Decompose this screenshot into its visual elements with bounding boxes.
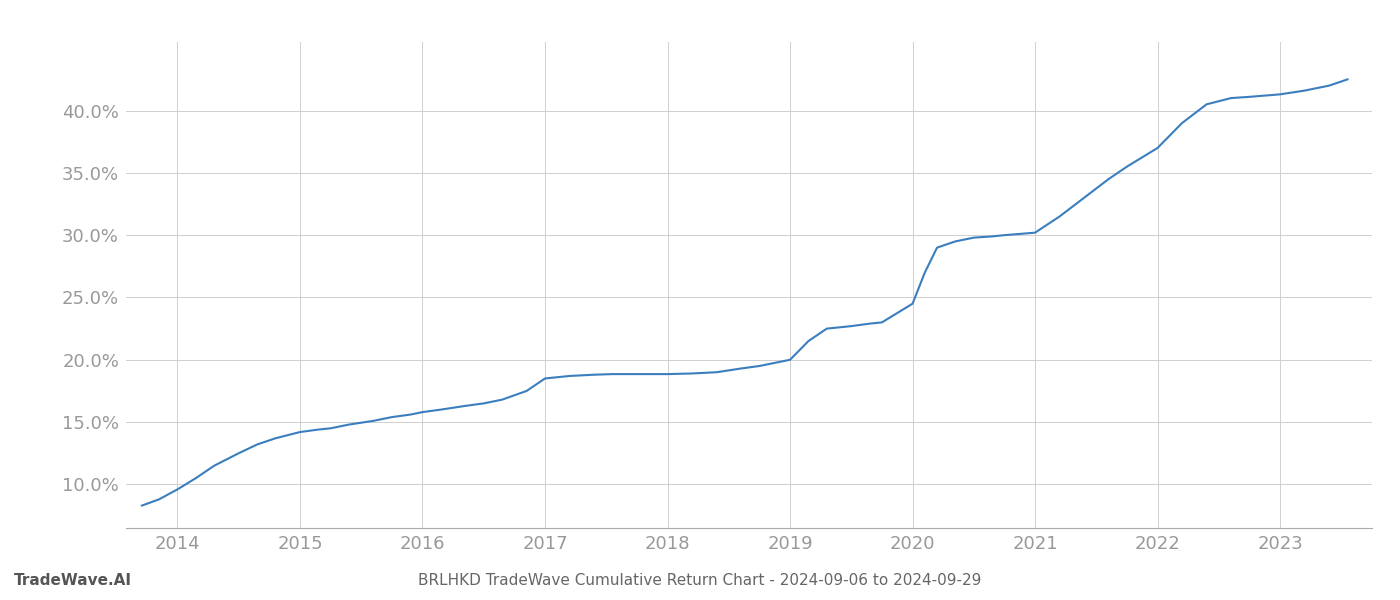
Text: BRLHKD TradeWave Cumulative Return Chart - 2024-09-06 to 2024-09-29: BRLHKD TradeWave Cumulative Return Chart… [419,573,981,588]
Text: TradeWave.AI: TradeWave.AI [14,573,132,588]
